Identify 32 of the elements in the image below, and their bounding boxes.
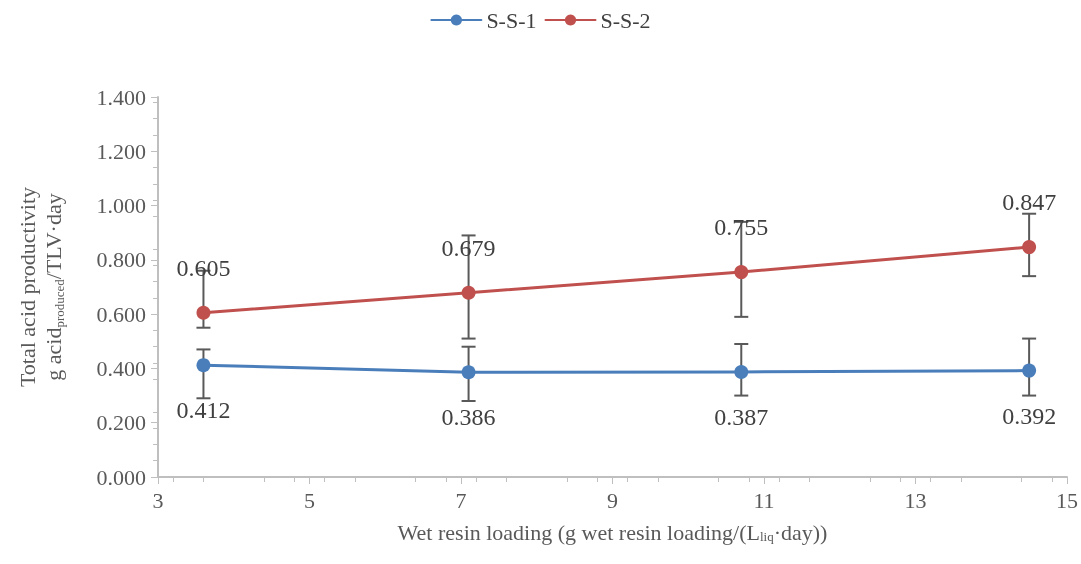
data-label: 0.386 xyxy=(441,404,496,431)
x-tick-label: 9 xyxy=(607,487,618,513)
data-label: 0.412 xyxy=(176,397,231,424)
y-tick-label: 0.600 xyxy=(96,301,146,327)
point xyxy=(734,265,749,280)
point xyxy=(1022,240,1037,255)
data-label: 0.387 xyxy=(714,403,769,430)
point xyxy=(461,285,476,300)
y-tick-label: 0.800 xyxy=(96,247,146,273)
x-axis-title: Wet resin loading (g wet resin loading/(Lliq·day)) xyxy=(397,519,828,545)
point xyxy=(734,364,749,379)
y-tick-label: 0.200 xyxy=(96,410,146,436)
x-tick-label: 15 xyxy=(1056,487,1078,513)
data-label: 0.605 xyxy=(176,254,231,281)
y-tick-label: 1.200 xyxy=(96,138,146,164)
x-tick-label: 7 xyxy=(455,487,467,513)
x-tick-label: 5 xyxy=(304,487,315,513)
y-tick-label: 0.000 xyxy=(96,464,146,490)
point xyxy=(1022,363,1037,378)
data-label: 0.392 xyxy=(1002,402,1057,429)
point xyxy=(196,358,211,373)
x-tick-label: 11 xyxy=(753,487,775,513)
data-label: 0.847 xyxy=(1002,189,1057,216)
y-tick-label: 1.000 xyxy=(96,193,146,219)
legend-label: S-S-2 xyxy=(600,7,651,33)
y-tick-label: 0.400 xyxy=(96,355,146,381)
x-tick-label: 13 xyxy=(904,487,927,513)
legend-label: S-S-1 xyxy=(486,7,537,33)
y-tick-label: 1.400 xyxy=(96,84,146,110)
point xyxy=(196,305,211,320)
x-tick-label: 3 xyxy=(152,487,164,513)
point xyxy=(461,365,476,380)
